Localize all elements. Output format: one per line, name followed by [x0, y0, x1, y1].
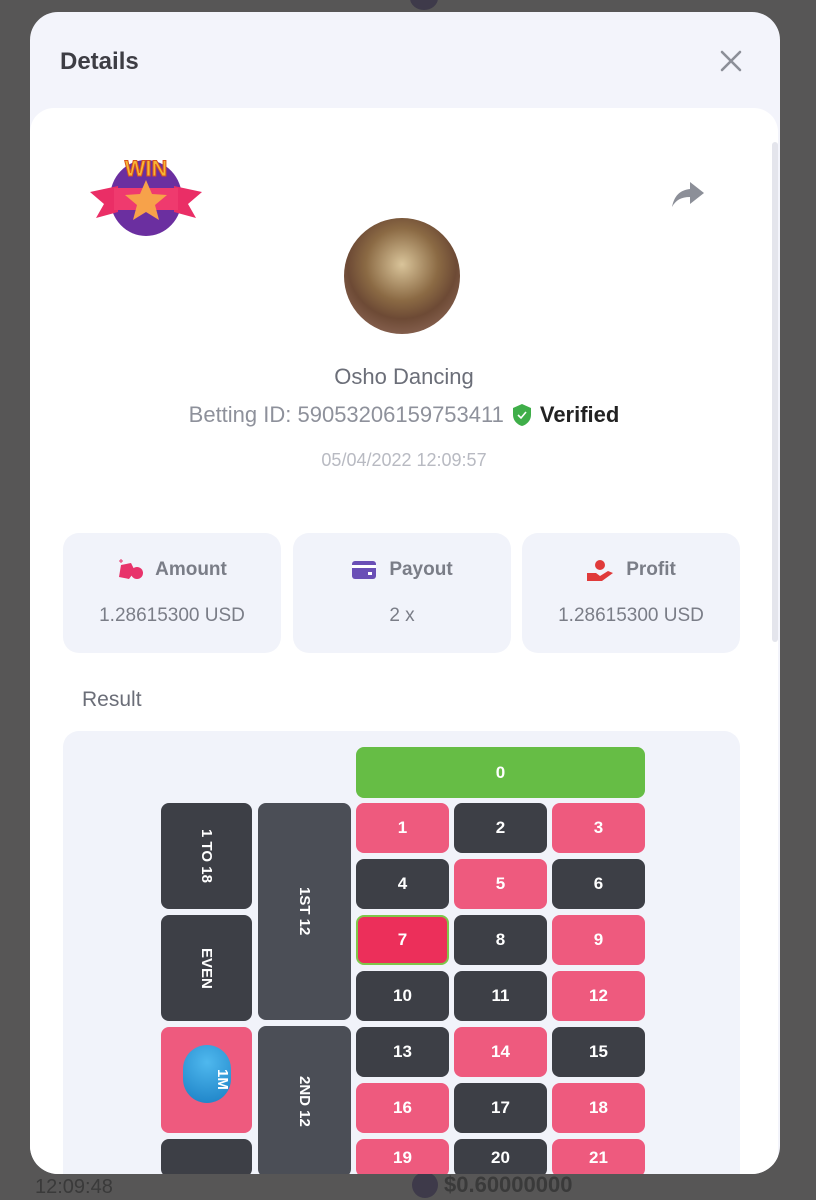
- cell-number-10[interactable]: 10: [356, 971, 449, 1021]
- cell-number-15[interactable]: 15: [552, 1027, 645, 1077]
- cell-number-21[interactable]: 21: [552, 1139, 645, 1174]
- cell-outside[interactable]: EVEN: [161, 915, 252, 1021]
- cell-number-6[interactable]: 6: [552, 859, 645, 909]
- cell-label: 14: [491, 1042, 510, 1061]
- cell-label: 1ST 12: [296, 887, 313, 936]
- betting-id: Betting ID: 59053206159753411: [188, 402, 504, 427]
- player-name: Osho Dancing: [334, 364, 474, 389]
- cell-number-14[interactable]: 14: [454, 1027, 547, 1077]
- chip-icon: 1M: [183, 1045, 231, 1103]
- stat-payout: Payout 2 x: [293, 533, 511, 653]
- cell-label: 15: [589, 1042, 608, 1061]
- bet-date: 05/04/2022 12:09:57: [321, 450, 487, 470]
- details-card: WIN Osho Dancing Betting ID: 59053206159…: [30, 108, 778, 1174]
- cell-dozen[interactable]: 2ND 12: [258, 1026, 351, 1174]
- cell-label: 1 TO 18: [198, 829, 215, 883]
- cell-number-18[interactable]: 18: [552, 1083, 645, 1133]
- stat-value: 1.28615300 USD: [558, 605, 704, 626]
- cell-number-5[interactable]: 5: [454, 859, 547, 909]
- cell-label: 16: [393, 1098, 412, 1117]
- cell-label: 0: [495, 762, 506, 782]
- cell-outside[interactable]: [161, 1139, 252, 1174]
- wallet-icon: [352, 561, 377, 579]
- cell-label: 19: [393, 1148, 412, 1167]
- cell-number-1[interactable]: 1: [356, 803, 449, 853]
- cell-number-9[interactable]: 9: [552, 915, 645, 965]
- background-amount: $0.60000000: [412, 1172, 572, 1198]
- cell-label: 9: [593, 930, 604, 949]
- cell-label: 11: [491, 986, 510, 1005]
- win-badge-text: WIN: [125, 156, 168, 181]
- cell-label: 8: [495, 930, 506, 949]
- result-label: Result: [82, 688, 142, 711]
- background-coin-icon: [410, 0, 438, 10]
- cell-number-3[interactable]: 3: [552, 803, 645, 853]
- modal-title: Details: [60, 48, 139, 75]
- cell-label: 3: [593, 818, 604, 837]
- stat-label: Amount: [155, 559, 227, 580]
- stat-value: 2 x: [389, 605, 415, 626]
- cell-label: 2ND 12: [296, 1076, 313, 1127]
- cell-label: 18: [589, 1098, 608, 1117]
- cell-number-8[interactable]: 8: [454, 915, 547, 965]
- cell-number-4[interactable]: 4: [356, 859, 449, 909]
- cell-dozen[interactable]: 1ST 12: [258, 803, 351, 1020]
- hand-coin-icon: [587, 560, 614, 581]
- cell-number-2[interactable]: 2: [454, 803, 547, 853]
- scrollbar[interactable]: [772, 142, 778, 642]
- cell-number-20[interactable]: 20: [454, 1139, 547, 1174]
- cell-zero[interactable]: 0: [356, 747, 645, 798]
- cell-label: 7: [397, 930, 408, 949]
- verified-label: Verified: [539, 402, 620, 427]
- cell-label: 20: [491, 1148, 510, 1167]
- cell-label: 2: [495, 818, 506, 837]
- cell-label: 17: [491, 1098, 510, 1117]
- cell-number-19[interactable]: 19: [356, 1139, 449, 1174]
- verified-shield-icon: [512, 404, 531, 426]
- cell-number-16[interactable]: 16: [356, 1083, 449, 1133]
- background-time: 12:09:48: [35, 1176, 113, 1198]
- roulette-board: 0 1 2 3 4 5 6 7 8 9 10 11 12 13 14 15 16 17 18 19 20 21 1 TO 1…: [63, 731, 740, 1174]
- cell-label: 4: [397, 874, 408, 893]
- stat-amount: Amount 1.28615300 USD: [63, 533, 281, 653]
- cell-label: 6: [593, 874, 604, 893]
- cell-label: EVEN: [198, 947, 215, 989]
- betting-id-row: Betting ID: 59053206159753411 Verified: [30, 402, 778, 428]
- coin-icon: [412, 1172, 438, 1198]
- win-badge-icon: WIN: [90, 156, 202, 236]
- details-modal: Details WIN Osho Dancing Betting ID: 590…: [30, 12, 780, 1174]
- cell-number-7[interactable]: 7: [356, 915, 449, 965]
- cell-label: 21: [589, 1148, 608, 1167]
- cell-number-17[interactable]: 17: [454, 1083, 547, 1133]
- close-icon[interactable]: [716, 46, 746, 76]
- share-icon[interactable]: [670, 178, 706, 210]
- money-bag-icon: [119, 559, 144, 579]
- cell-label: 1: [397, 818, 408, 837]
- background-amount-text: $0.60000000: [444, 1172, 573, 1197]
- stat-value: 1.28615300 USD: [99, 605, 245, 626]
- cell-label: 5: [495, 874, 506, 893]
- stat-label: Profit: [626, 559, 676, 580]
- cell-label: 13: [393, 1042, 412, 1061]
- cell-outside[interactable]: 1 TO 18: [161, 803, 252, 909]
- cell-outside[interactable]: 1M: [161, 1027, 252, 1133]
- cell-number-12[interactable]: 12: [552, 971, 645, 1021]
- cell-label: 12: [589, 986, 608, 1005]
- stat-profit: Profit 1.28615300 USD: [522, 533, 740, 653]
- avatar: [344, 218, 460, 334]
- cell-label: 10: [393, 986, 412, 1005]
- cell-number-11[interactable]: 11: [454, 971, 547, 1021]
- cell-number-13[interactable]: 13: [356, 1027, 449, 1077]
- stat-label: Payout: [389, 559, 453, 580]
